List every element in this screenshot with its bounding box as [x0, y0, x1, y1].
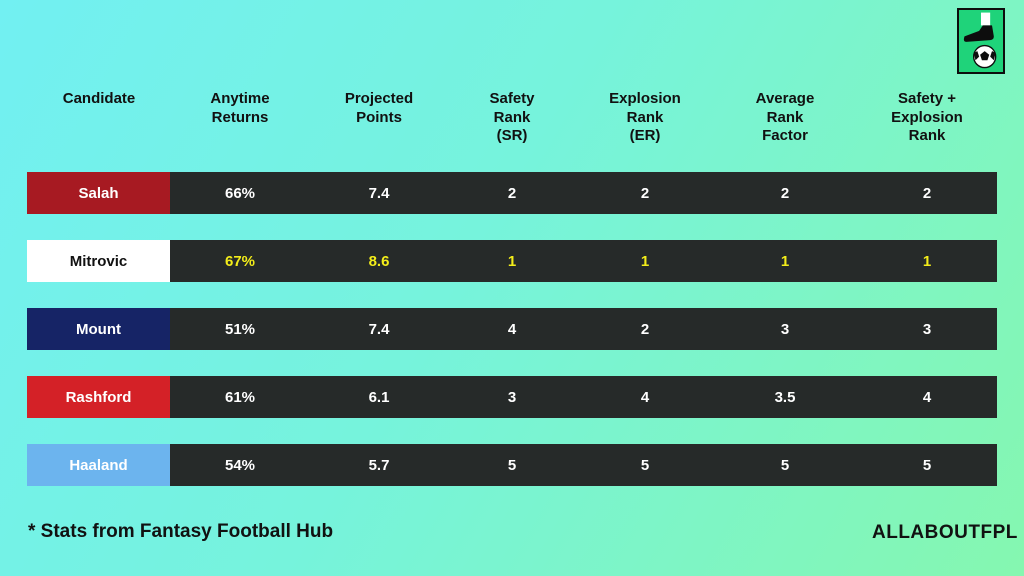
brand-name: ALLABOUTFPL: [872, 522, 1018, 543]
stat-cell: 61%: [224, 388, 256, 406]
stat-cell: 51%: [224, 320, 256, 338]
stat-cell: 5.7: [368, 456, 390, 474]
header-cell-3: Safety Rank (SR): [489, 90, 535, 144]
header-cell-5: Average Rank Factor: [755, 90, 815, 144]
stat-cell: 1: [507, 252, 517, 270]
candidate-name: Salah: [27, 172, 170, 214]
stat-cell: 1: [780, 252, 790, 270]
stat-cell: 5: [507, 456, 517, 474]
brand-logo: [957, 8, 1005, 74]
stat-cell: 7.4: [368, 184, 390, 202]
header-cell-6: Safety + Explosion Rank: [891, 90, 963, 144]
table-row: Rashford 61% 6.1 3 4 3.5 4: [27, 376, 997, 418]
stat-cell: 2: [640, 320, 650, 338]
table-row: Salah 66% 7.4 2 2 2 2: [27, 172, 997, 214]
stat-cell: 2: [507, 184, 517, 202]
stat-cell: 2: [640, 184, 650, 202]
candidate-name: Rashford: [27, 376, 170, 418]
candidate-name: Mount: [27, 308, 170, 350]
boot-ball-icon: [963, 12, 997, 69]
stat-cell: 5: [922, 456, 932, 474]
stat-cell: 5: [780, 456, 790, 474]
table-row: Haaland 54% 5.7 5 5 5 5: [27, 444, 997, 486]
table-row: Mitrovic 67% 8.6 1 1 1 1: [27, 240, 997, 282]
candidate-name: Haaland: [27, 444, 170, 486]
header-cell-4: Explosion Rank (ER): [609, 90, 681, 144]
stat-cell: 8.6: [368, 252, 390, 270]
stat-cells: 51% 7.4 4 2 3 3: [170, 308, 997, 350]
stat-cell: 67%: [224, 252, 256, 270]
stat-cell: 3: [507, 388, 517, 406]
stat-cell: 6.1: [368, 388, 390, 406]
stat-cells: 66% 7.4 2 2 2 2: [170, 172, 997, 214]
stat-cell: 1: [922, 252, 932, 270]
stat-cell: 4: [640, 388, 650, 406]
candidate-name: Mitrovic: [27, 240, 170, 282]
source-footnote: * Stats from Fantasy Football Hub: [28, 521, 334, 542]
stat-cell: 5: [640, 456, 650, 474]
header-cell-0: Candidate: [62, 90, 136, 107]
header-cell-1: Anytime Returns: [210, 90, 270, 126]
stat-cell: 3: [922, 320, 932, 338]
table-header: Candidate Anytime Returns Projected Points…: [0, 90, 1024, 150]
stat-cell: 66%: [224, 184, 256, 202]
stat-cell: 3.5: [774, 388, 796, 406]
stat-cells: 54% 5.7 5 5 5 5: [170, 444, 997, 486]
stat-cell: 7.4: [368, 320, 390, 338]
stat-cells: 67% 8.6 1 1 1 1: [170, 240, 997, 282]
header-cell-2: Projected Points: [344, 90, 414, 126]
stat-cells: 61% 6.1 3 4 3.5 4: [170, 376, 997, 418]
stat-cell: 4: [507, 320, 517, 338]
stat-cell: 2: [780, 184, 790, 202]
stat-cell: 3: [780, 320, 790, 338]
table-row: Mount 51% 7.4 4 2 3 3: [27, 308, 997, 350]
stat-cell: 2: [922, 184, 932, 202]
stat-cell: 4: [922, 388, 932, 406]
stat-cell: 1: [640, 252, 650, 270]
stat-cell: 54%: [224, 456, 256, 474]
